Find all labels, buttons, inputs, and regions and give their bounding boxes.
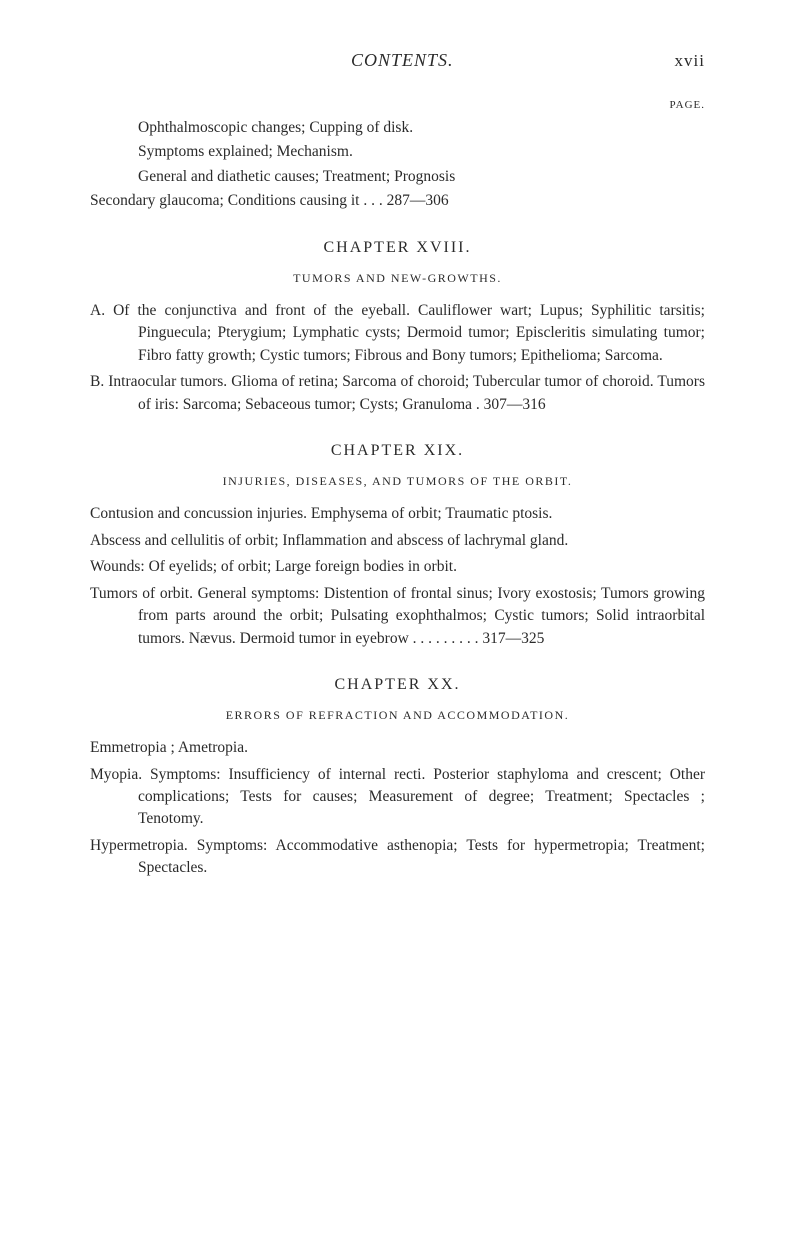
chapter-19-p3: Wounds: Of eyelids; of orbit; Large fore… (90, 556, 705, 578)
intro-line-2: Symptoms explained; Mechanism. (90, 141, 705, 163)
intro-line-1: Ophthalmoscopic changes; Cupping of disk… (90, 117, 705, 139)
chapter-20-p2: Myopia. Symptoms: Insufficiency of inter… (90, 764, 705, 831)
chapter-20-sub: ERRORS OF REFRACTION AND ACCOMMODATION. (90, 708, 705, 723)
intro-line-4: Secondary glaucoma; Conditions causing i… (90, 190, 705, 212)
chapter-18-item-a: A. Of the conjunctiva and front of the e… (90, 300, 705, 367)
chapter-19-heading: CHAPTER XIX. (90, 442, 705, 460)
page-numeral: xvii (675, 51, 705, 71)
chapter-19-p1: Contusion and concussion injuries. Emphy… (90, 503, 705, 525)
page-header: CONTENTS. xvii (90, 50, 705, 71)
chapter-20-p3: Hypermetropia. Symptoms: Accommodative a… (90, 835, 705, 880)
intro-line-3: General and diathetic causes; Treatment;… (90, 166, 705, 188)
chapter-19-p4: Tumors of orbit. General symptoms: Diste… (90, 583, 705, 650)
chapter-19-p2: Abscess and cellulitis of orbit; Inflamm… (90, 530, 705, 552)
chapter-20-heading: CHAPTER XX. (90, 676, 705, 694)
intro-block: Ophthalmoscopic changes; Cupping of disk… (90, 117, 705, 213)
chapter-19-sub: INJURIES, DISEASES, AND TUMORS OF THE OR… (90, 474, 705, 489)
page-column-label: PAGE. (90, 99, 705, 111)
chapter-18-heading: CHAPTER XVIII. (90, 239, 705, 257)
chapter-20-p1: Emmetropia ; Ametropia. (90, 737, 705, 759)
chapter-18-sub: TUMORS AND NEW-GROWTHS. (90, 271, 705, 286)
chapter-18-item-b: B. Intraocular tumors. Glioma of retina;… (90, 371, 705, 416)
contents-title: CONTENTS. (90, 50, 675, 71)
